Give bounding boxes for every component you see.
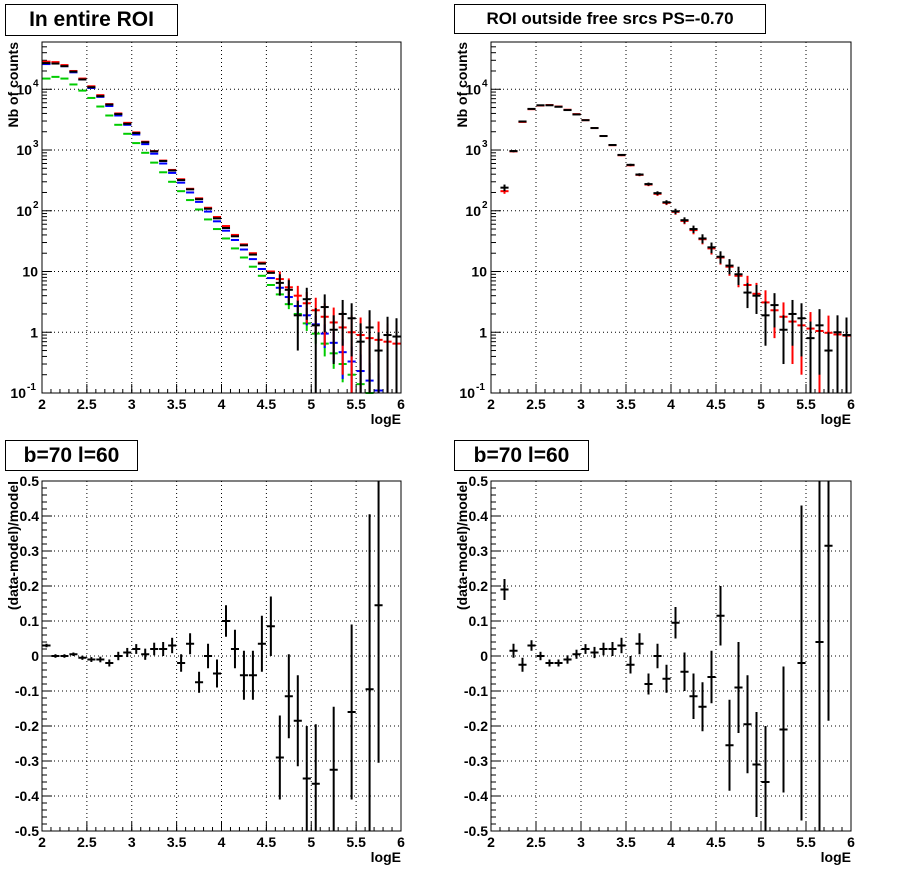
- x-tick-label: 4.5: [257, 834, 277, 850]
- y-tick-label: 10: [16, 203, 32, 219]
- y-tick-label: 0.1: [20, 613, 40, 629]
- y-tick-label: 0.4: [469, 508, 489, 524]
- y-tick-label: 0.5: [469, 473, 489, 489]
- x-tick-label: 5: [307, 396, 315, 412]
- y-tick-label: 0.4: [20, 508, 40, 524]
- y-tick-exponent: 2: [33, 200, 39, 211]
- plot-frame-3: [41, 480, 402, 832]
- y-tick-label: 0.2: [469, 578, 489, 594]
- y-axis-label: (data-model)/model: [5, 481, 21, 610]
- x-tick-label: 3.5: [616, 396, 636, 412]
- y-tick-label: 10: [16, 142, 32, 158]
- y-tick-label: -0.5: [15, 823, 39, 839]
- y-tick-label: 0.3: [469, 543, 489, 559]
- y-tick-exponent: 2: [482, 200, 488, 211]
- x-tick-label: 4.5: [706, 834, 726, 850]
- y-tick-label: 1: [479, 324, 487, 340]
- panel-title-1: In entire ROI: [5, 4, 178, 36]
- y-tick-label: -0.4: [464, 788, 488, 804]
- y-tick-label: -0.3: [15, 753, 39, 769]
- x-tick-label: 5.5: [796, 396, 816, 412]
- x-tick-label: 3: [128, 396, 136, 412]
- x-tick-label: 4.5: [257, 396, 277, 412]
- x-tick-label: 4: [218, 396, 226, 412]
- x-tick-label: 2: [487, 834, 495, 850]
- x-tick-label: 3: [128, 834, 136, 850]
- y-axis-label: Nb of counts: [454, 42, 470, 128]
- y-axis-label: Nb of counts: [5, 42, 21, 128]
- y-tick-exponent: 3: [33, 139, 39, 150]
- x-tick-label: 5.5: [346, 396, 366, 412]
- y-tick-exponent: 3: [482, 139, 488, 150]
- y-tick-label: 10: [10, 385, 26, 401]
- x-tick-label: 2: [38, 396, 46, 412]
- y-tick-label: -0.1: [464, 683, 488, 699]
- x-tick-label: 6: [847, 396, 855, 412]
- y-tick-label: -0.1: [15, 683, 39, 699]
- x-tick-label: 4.5: [706, 396, 726, 412]
- x-tick-label: 6: [397, 834, 405, 850]
- y-tick-label: 0.2: [20, 578, 40, 594]
- y-tick-label: 1: [30, 324, 38, 340]
- x-tick-label: 5: [307, 834, 315, 850]
- plot-area-3: [42, 481, 401, 831]
- y-tick-label: 0.1: [469, 613, 489, 629]
- panel-title-2: ROI outside free srcs PS=-0.70: [454, 4, 766, 34]
- x-axis-label: logE: [371, 849, 401, 865]
- x-axis-label: logE: [371, 411, 401, 427]
- y-tick-label: -0.3: [464, 753, 488, 769]
- x-tick-label: 5.5: [346, 834, 366, 850]
- x-tick-label: 3.5: [167, 834, 187, 850]
- y-tick-label: 10: [465, 142, 481, 158]
- y-tick-exponent: 4: [33, 78, 39, 89]
- y-tick-label: 0.3: [20, 543, 40, 559]
- x-tick-label: 4: [667, 834, 675, 850]
- x-tick-label: 3.5: [167, 396, 187, 412]
- y-tick-label: 0.5: [20, 473, 40, 489]
- x-tick-label: 3.5: [616, 834, 636, 850]
- y-tick-exponent: -1: [27, 382, 36, 393]
- y-tick-label: 10: [459, 385, 475, 401]
- y-axis-label: (data-model)/model: [454, 481, 470, 610]
- x-axis-label: logE: [821, 849, 851, 865]
- x-tick-label: 4: [218, 834, 226, 850]
- y-tick-exponent: -1: [476, 382, 485, 393]
- x-tick-label: 2.5: [526, 834, 546, 850]
- x-tick-label: 2: [38, 834, 46, 850]
- plot-frame-2: [490, 41, 852, 394]
- x-tick-label: 2: [487, 396, 495, 412]
- y-tick-label: 10: [471, 264, 487, 280]
- x-tick-label: 5: [757, 396, 765, 412]
- x-tick-label: 2.5: [77, 834, 97, 850]
- y-tick-label: -0.5: [464, 823, 488, 839]
- y-tick-label: 10: [16, 81, 32, 97]
- y-tick-label: 0: [31, 648, 39, 664]
- panel-title-4: b=70 l=60: [454, 440, 589, 471]
- x-tick-label: 6: [847, 834, 855, 850]
- y-tick-label: 10: [22, 264, 38, 280]
- y-tick-label: 0: [480, 648, 488, 664]
- x-tick-label: 5.5: [796, 834, 816, 850]
- x-axis-label: logE: [821, 411, 851, 427]
- x-tick-label: 2.5: [77, 396, 97, 412]
- y-tick-label: -0.4: [15, 788, 39, 804]
- plot-frame-1: [41, 41, 402, 394]
- panel-title-3: b=70 l=60: [5, 440, 138, 471]
- y-tick-label: -0.2: [464, 718, 488, 734]
- x-tick-label: 6: [397, 396, 405, 412]
- plot-frame-4: [490, 480, 852, 832]
- y-tick-label: 10: [465, 203, 481, 219]
- x-tick-label: 5: [757, 834, 765, 850]
- y-tick-exponent: 4: [482, 78, 488, 89]
- x-tick-label: 4: [667, 396, 675, 412]
- x-tick-label: 3: [577, 834, 585, 850]
- y-tick-label: -0.2: [15, 718, 39, 734]
- x-tick-label: 2.5: [526, 396, 546, 412]
- x-tick-label: 3: [577, 396, 585, 412]
- y-tick-label: 10: [465, 81, 481, 97]
